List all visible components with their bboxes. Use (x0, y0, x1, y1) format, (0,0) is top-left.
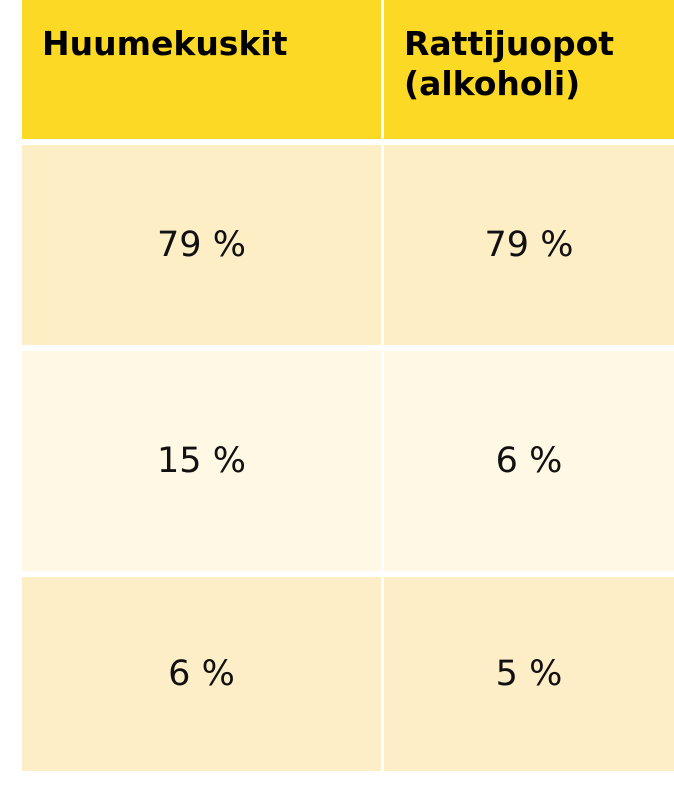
table-cell: 5 % (384, 577, 674, 771)
table-cell: 79 % (22, 145, 381, 345)
table: Huumekuskit Rattijuopot (alkoholi) 79 % … (22, 0, 674, 776)
table-cell: 79 % (384, 145, 674, 345)
table-cell: 15 % (22, 351, 381, 571)
header-cell: Rattijuopot (alkoholi) (384, 0, 674, 139)
table-cell: 6 % (384, 351, 674, 571)
table-cell: 6 % (22, 577, 381, 771)
header-cell: Huumekuskit (22, 0, 381, 139)
